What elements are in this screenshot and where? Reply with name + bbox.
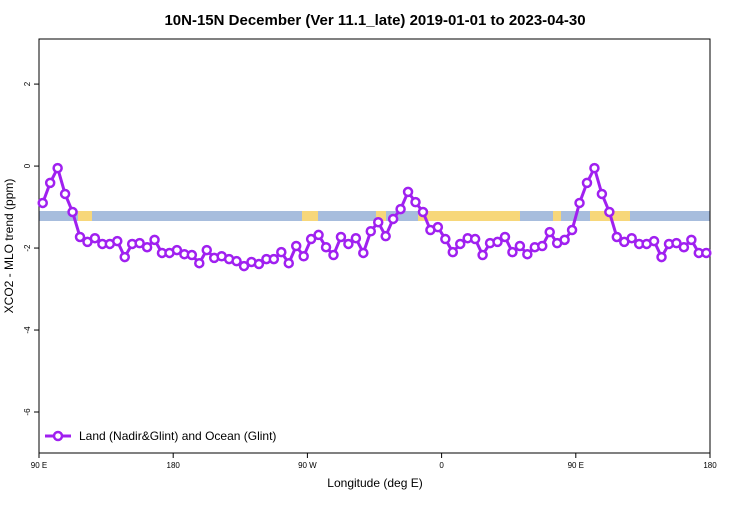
y-tick-label: 2	[23, 81, 32, 86]
data-point	[134, 237, 145, 249]
data-point	[89, 232, 101, 244]
data-point	[201, 244, 212, 256]
data-point	[335, 231, 347, 243]
data-point	[305, 233, 317, 245]
data-point	[298, 250, 309, 262]
data-point	[537, 240, 548, 252]
data-point	[350, 232, 362, 244]
data-point	[566, 224, 578, 236]
data-point	[52, 162, 63, 174]
data-point	[320, 241, 332, 253]
y-tick-label: 0	[23, 163, 32, 168]
legend-label: Land (Nadir&Glint) and Ocean (Glint)	[79, 429, 276, 443]
y-tick-label: -2	[23, 244, 32, 252]
chart-title: 10N-15N December (Ver 11.1_late) 2019-01…	[164, 12, 585, 29]
x-tick-label: 180	[703, 461, 717, 470]
data-point	[596, 188, 608, 200]
data-point	[276, 246, 287, 258]
x-tick-label: 90 E	[568, 461, 584, 470]
data-point	[37, 197, 48, 209]
data-point	[440, 233, 451, 245]
data-point	[328, 249, 339, 261]
data-point	[253, 258, 265, 270]
data-point	[686, 234, 697, 246]
data-point	[119, 251, 130, 263]
data-point	[194, 257, 205, 269]
data-point	[447, 246, 459, 258]
data-point	[507, 246, 518, 258]
data-point	[581, 177, 593, 189]
data-point	[313, 229, 324, 241]
data-point	[499, 231, 511, 243]
data-point	[544, 226, 555, 238]
data-point	[380, 230, 391, 242]
data-point	[402, 186, 414, 198]
data-point	[574, 197, 585, 209]
data-point	[283, 257, 295, 269]
data-point	[611, 231, 623, 243]
data-point	[186, 249, 198, 261]
data-point	[410, 196, 421, 208]
data-point	[343, 238, 354, 250]
data-point	[514, 240, 526, 252]
x-tick-label: 90 E	[31, 461, 47, 470]
data-point	[604, 206, 615, 218]
data-point	[492, 236, 503, 248]
data-point	[656, 251, 667, 263]
data-point	[469, 233, 481, 245]
plot-frame	[38, 38, 711, 454]
data-point	[701, 247, 712, 259]
data-point	[238, 260, 250, 272]
x-tick-label: 0	[439, 461, 444, 470]
data-point	[365, 225, 377, 237]
data-point	[387, 213, 399, 225]
data-point	[432, 221, 444, 233]
data-point	[67, 206, 78, 218]
data-point	[290, 240, 302, 252]
data-point	[112, 235, 123, 247]
x-axis-label: Longitude (deg E)	[327, 476, 422, 490]
data-point	[268, 253, 280, 265]
y-tick-label: -6	[23, 408, 32, 416]
legend-item: Land (Nadir&Glint) and Ocean (Glint)	[45, 429, 276, 443]
data-point	[417, 206, 429, 218]
data-point	[522, 248, 533, 260]
data-point	[678, 241, 690, 253]
data-point	[358, 247, 369, 259]
x-tick-label: 180	[167, 461, 181, 470]
data-point	[589, 162, 600, 174]
data-point	[477, 249, 488, 261]
data-point	[648, 235, 660, 247]
data-point	[231, 255, 242, 267]
data-point	[372, 216, 384, 228]
data-point	[171, 244, 183, 256]
y-tick-label: -4	[23, 326, 32, 334]
data-point	[559, 234, 570, 246]
x-tick-label: 90 W	[298, 461, 317, 470]
data-point	[141, 241, 153, 253]
data-point	[59, 188, 71, 200]
y-axis-label: XCO2 - MLO trend (ppm)	[2, 179, 16, 314]
data-point	[149, 234, 160, 246]
data-point	[74, 231, 86, 243]
data-point	[671, 237, 682, 249]
legend-marker	[52, 430, 64, 442]
data-point	[454, 238, 466, 250]
data-point	[626, 232, 637, 244]
data-point	[44, 177, 56, 189]
data-point	[395, 203, 406, 215]
